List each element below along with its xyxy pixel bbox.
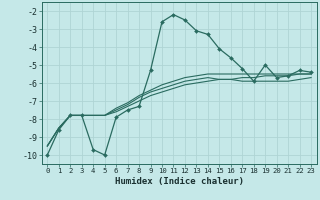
X-axis label: Humidex (Indice chaleur): Humidex (Indice chaleur) — [115, 177, 244, 186]
